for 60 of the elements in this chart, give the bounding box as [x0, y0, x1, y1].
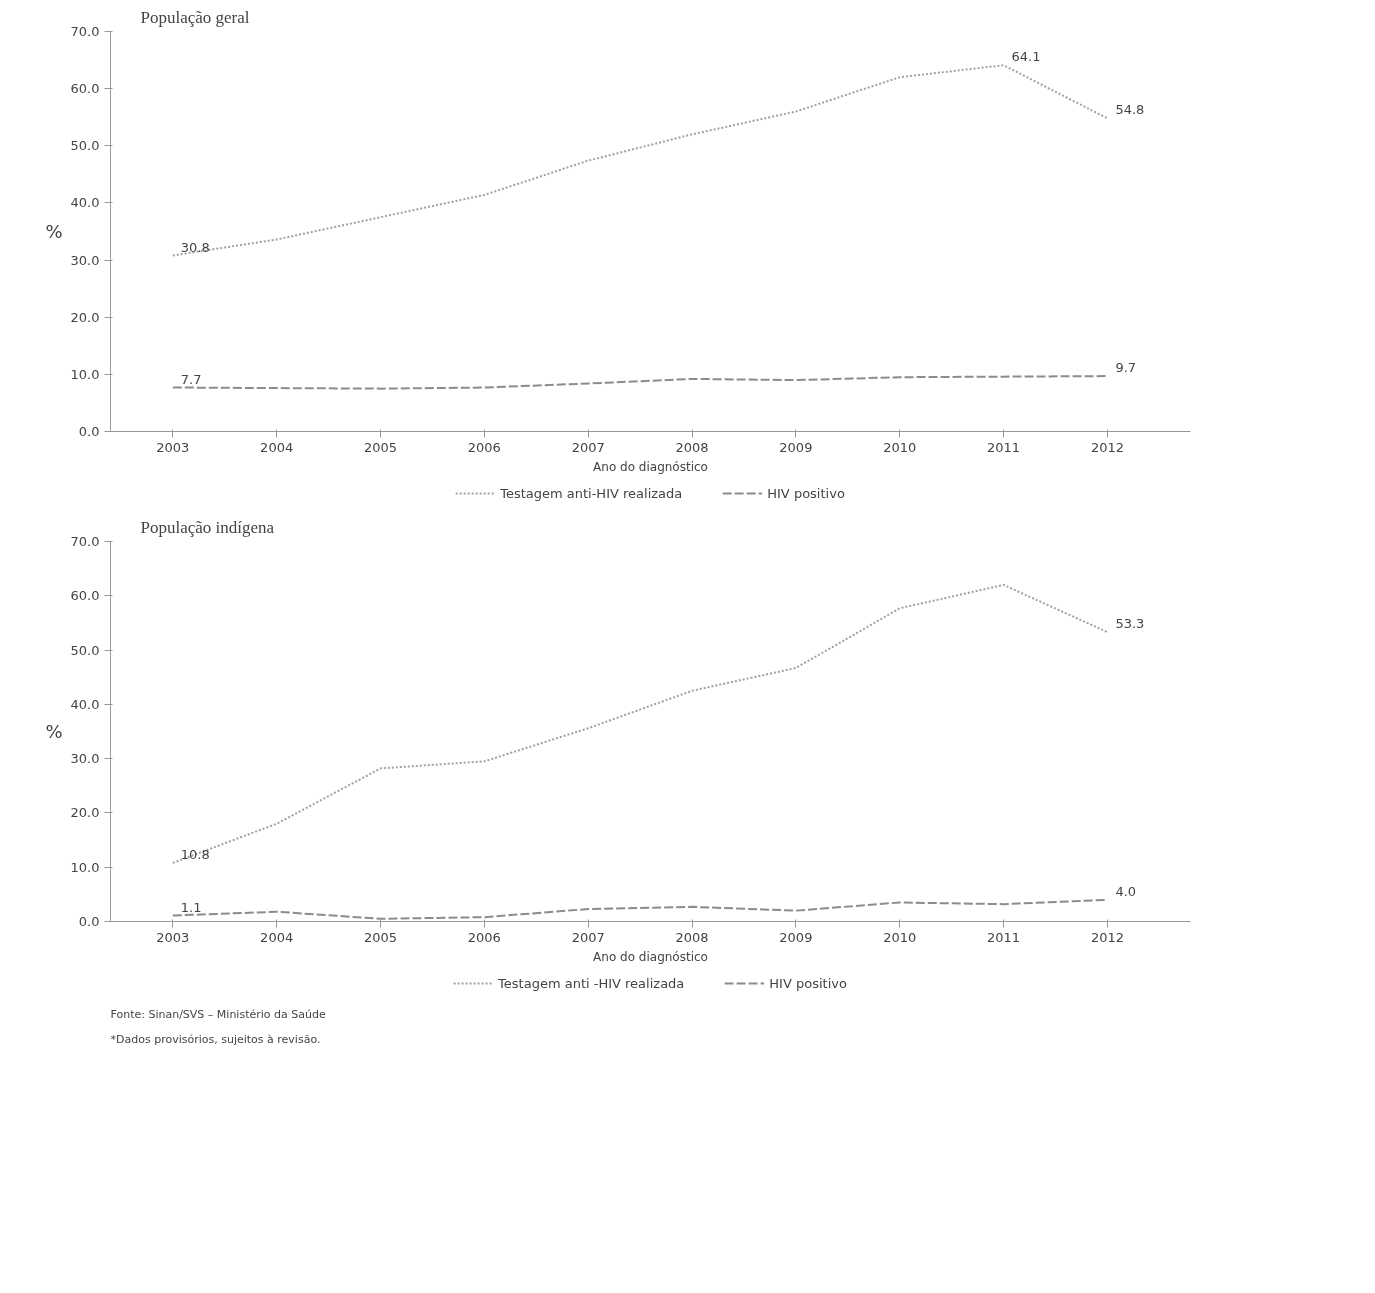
data-label: 54.8 [1115, 102, 1145, 118]
x-tick-label: 2006 [467, 439, 501, 455]
y-tick-label: 30.0 [70, 751, 100, 767]
y-tick-label: 20.0 [70, 309, 100, 325]
data-label: 1.1 [180, 899, 202, 915]
line-series [171, 583, 1109, 864]
text: *Dados provisórios, sujeitos à revisão. [110, 1032, 321, 1046]
chart-title: População geral [140, 7, 250, 27]
x-tick-label: 2010 [883, 929, 917, 945]
x-tick-label: 2012 [1090, 439, 1124, 455]
x-axis-title: Ano do diagnóstico [593, 459, 708, 474]
x-tick-label: 2003 [156, 929, 190, 945]
x-tick-label: 2009 [779, 439, 813, 455]
line-series [171, 64, 1109, 257]
data-label: 53.3 [1115, 616, 1145, 632]
source-note: Fonte: Sinan/SVS – Ministério da Saúde [110, 1007, 326, 1021]
y-tick-label: 70.0 [70, 24, 100, 39]
y-tick-label: 30.0 [70, 252, 100, 268]
x-tick-label: 2011 [987, 929, 1021, 945]
y-tick-label: 0.0 [78, 424, 100, 439]
x-tick-label: 2008 [675, 929, 709, 945]
data-label: 9.7 [1115, 360, 1137, 376]
y-tick-label: 60.0 [70, 588, 100, 604]
y-tick-label: 0.0 [78, 914, 100, 929]
y-tick-label: 40.0 [70, 195, 100, 211]
data-label: 4.0 [1115, 883, 1137, 899]
x-axis-title: Ano do diagnóstico [593, 949, 708, 964]
x-tick-label: 2004 [260, 439, 294, 455]
x-tick-label: 2007 [571, 439, 605, 455]
x-tick-label: 2010 [883, 439, 917, 455]
x-tick-label: 2006 [467, 929, 501, 945]
y-axis-title: % [45, 721, 63, 742]
y-tick-label: 10.0 [70, 859, 100, 875]
y-tick-label: 50.0 [70, 642, 100, 658]
data-label: 64.1 [1011, 49, 1041, 65]
x-tick-label: 2011 [987, 439, 1021, 455]
data-label: 30.8 [180, 239, 210, 255]
y-tick-label: 60.0 [70, 81, 100, 97]
x-tick-label: 2004 [260, 929, 294, 945]
y-tick-label: 20.0 [70, 805, 100, 821]
chart-title: População indígena [140, 517, 275, 537]
data-label: 7.7 [180, 371, 202, 387]
line-series [171, 375, 1109, 390]
x-tick-label: 2008 [675, 439, 709, 455]
x-tick-label: 2007 [571, 929, 605, 945]
x-tick-label: 2003 [156, 439, 190, 455]
y-tick-label: 50.0 [70, 138, 100, 154]
legend-label: Testagem anti -HIV realizada [498, 975, 685, 991]
legend-label: Testagem anti-HIV realizada [500, 485, 683, 501]
x-tick-label: 2005 [363, 929, 398, 945]
x-tick-label: 2009 [779, 929, 813, 945]
x-tick-label: 2012 [1090, 929, 1124, 945]
legend-label: HIV positivo [767, 485, 845, 501]
y-axis-title: % [45, 221, 63, 242]
x-tick-label: 2005 [363, 439, 398, 455]
y-tick-label: 70.0 [70, 534, 100, 549]
y-tick-label: 10.0 [70, 366, 100, 382]
y-tick-label: 40.0 [70, 696, 100, 712]
legend-label: HIV positivo [769, 975, 847, 991]
data-label: 10.8 [180, 846, 210, 862]
